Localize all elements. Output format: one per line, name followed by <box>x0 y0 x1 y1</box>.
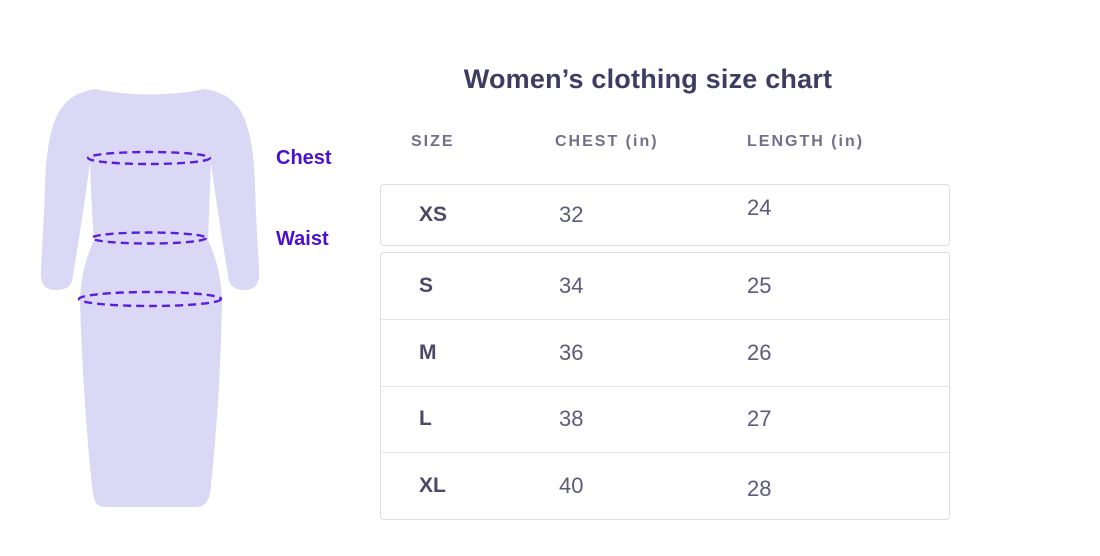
table-row: M 36 26 <box>381 318 949 386</box>
hip-measure-line <box>77 290 223 308</box>
chest-cell: 32 <box>559 202 584 227</box>
size-cell: XL <box>419 474 446 498</box>
length-cell: 24 <box>747 195 772 220</box>
chest-cell: 40 <box>559 473 584 499</box>
table-row: S 34 25 <box>381 253 949 319</box>
chest-cell: 38 <box>559 406 584 432</box>
size-cell: L <box>419 407 432 431</box>
size-cell: M <box>419 340 437 364</box>
length-cell: 26 <box>747 339 772 365</box>
table-row-xs: XS 32 24 <box>380 184 950 246</box>
chest-measure-line <box>86 150 212 166</box>
chest-cell: 36 <box>559 339 584 365</box>
col-header-chest: CHEST (in) <box>555 133 659 150</box>
page-title: Women’s clothing size chart <box>463 64 833 94</box>
chest-label: Chest <box>276 147 332 169</box>
length-cell: 28 <box>747 476 772 502</box>
table-row: XL 40 28 <box>381 452 949 519</box>
waist-measure-line <box>90 231 208 245</box>
chest-cell: 34 <box>559 272 584 298</box>
length-cell: 25 <box>747 272 772 298</box>
col-header-length: LENGTH (in) <box>747 133 865 150</box>
size-cell: XS <box>419 203 448 226</box>
col-header-size: SIZE <box>411 133 455 150</box>
table-body: S 34 25 M 36 26 L 38 27 XL 40 28 <box>380 252 950 520</box>
waist-label: Waist <box>276 228 329 250</box>
dress-silhouette <box>40 89 260 507</box>
table-row: XS 32 24 <box>381 185 949 245</box>
length-cell: 27 <box>747 406 772 432</box>
table-header-row: SIZE CHEST (in) LENGTH (in) <box>380 133 950 153</box>
size-cell: S <box>419 273 434 297</box>
table-row: L 38 27 <box>381 385 949 453</box>
